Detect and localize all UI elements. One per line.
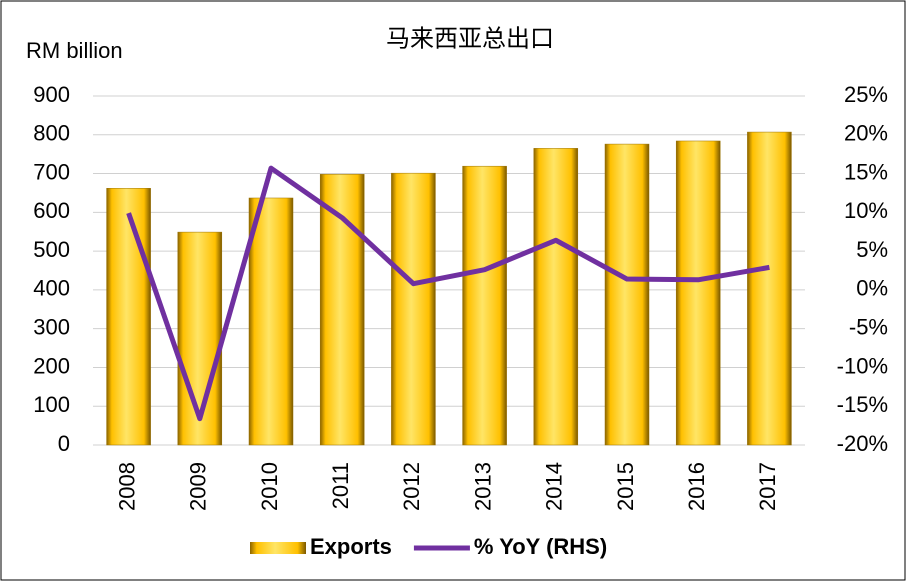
y-tick-label: 900 <box>33 82 70 107</box>
x-tick-label: 2016 <box>684 462 709 511</box>
x-tick-label: 2008 <box>114 462 139 511</box>
y2-tick-label: 5% <box>856 237 888 262</box>
x-tick-label: 2011 <box>328 462 353 509</box>
x-tick-label: 2013 <box>470 462 495 511</box>
y-tick-label: 600 <box>33 198 70 223</box>
bar <box>604 143 650 446</box>
y-tick-label: 500 <box>33 237 70 262</box>
y2-tick-label: -10% <box>837 353 888 378</box>
y2-tick-label: 0% <box>856 276 888 301</box>
legend-label: Exports <box>310 534 392 559</box>
y2-tick-label: 20% <box>844 121 888 146</box>
y2-tick-label: 10% <box>844 198 888 223</box>
y-tick-label: 200 <box>33 353 70 378</box>
y-tick-label: 100 <box>33 392 70 417</box>
x-tick-label: 2014 <box>542 462 567 511</box>
y-tick-label: 400 <box>33 276 70 301</box>
bar <box>747 131 792 446</box>
x-tick-label: 2010 <box>257 462 282 511</box>
legend-label: % YoY (RHS) <box>474 534 607 559</box>
x-tick-label: 2015 <box>613 462 638 511</box>
legend-swatch <box>250 542 306 554</box>
y2-tick-label: 15% <box>844 159 888 184</box>
x-tick-label: 2012 <box>399 462 424 511</box>
bar <box>533 148 579 446</box>
x-tick-label: 2017 <box>755 462 780 511</box>
bar <box>391 172 436 446</box>
y-tick-label: 0 <box>58 431 70 456</box>
y2-tick-label: -20% <box>837 431 888 456</box>
y2-tick-label: -5% <box>849 314 888 339</box>
y2-tick-label: -15% <box>837 392 888 417</box>
bar <box>106 188 151 446</box>
y-tick-label: 300 <box>33 314 70 339</box>
bar <box>675 140 721 446</box>
chart-title: 马来西亚总出口 <box>386 25 554 52</box>
x-tick-label: 2009 <box>186 462 211 511</box>
y-tick-label: 700 <box>33 159 70 184</box>
y-tick-label: 800 <box>33 121 70 146</box>
y-axis-label: RM billion <box>26 38 123 63</box>
line <box>126 165 770 422</box>
bar <box>248 197 294 446</box>
bar <box>462 165 507 446</box>
y2-tick-label: 25% <box>844 82 888 107</box>
